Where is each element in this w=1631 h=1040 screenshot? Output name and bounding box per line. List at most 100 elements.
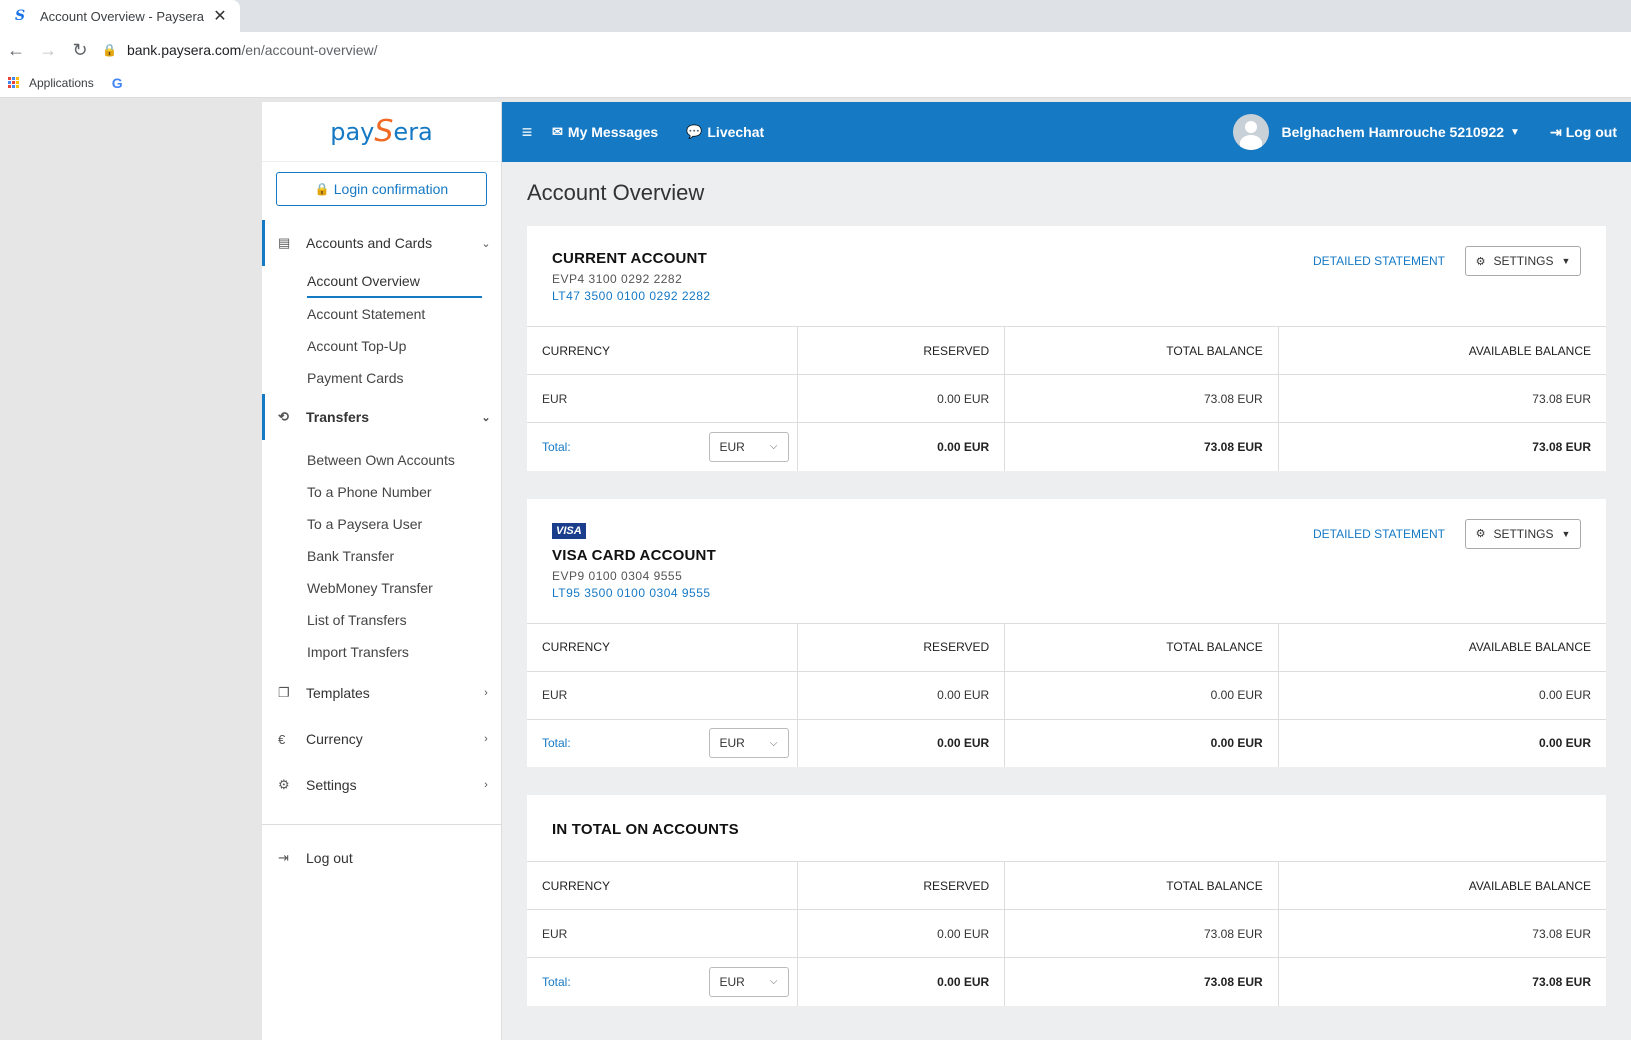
google-icon[interactable]: G xyxy=(111,74,123,91)
total-currency-select[interactable]: EUR ⌵ xyxy=(708,728,789,759)
cell-total-balance: 73.08 EUR xyxy=(1004,909,1279,958)
sidebar-item-payment-cards[interactable]: Payment Cards xyxy=(307,370,404,386)
browser-tabbar: S Account Overview - Paysera ✕ xyxy=(0,0,1631,32)
total-total-balance: 0.00 EUR xyxy=(1004,718,1279,767)
settings-dropdown-button[interactable]: ⚙ SETTINGS ▼ xyxy=(1465,518,1581,549)
account-iban[interactable]: LT47 3500 0100 0292 2282 xyxy=(552,289,711,303)
sidebar-item-to-paysera-user[interactable]: To a Paysera User xyxy=(307,516,423,532)
sidebar-item-between-own-accounts[interactable]: Between Own Accounts xyxy=(307,452,455,468)
sidebar-item-account-statement[interactable]: Account Statement xyxy=(307,306,426,322)
total-currency-value: EUR xyxy=(719,439,745,454)
in-total-title: IN TOTAL ON ACCOUNTS xyxy=(552,821,739,838)
sidebar-item-webmoney-transfer[interactable]: WebMoney Transfer xyxy=(307,580,433,596)
gear-icon: ⚙ xyxy=(1475,528,1486,540)
col-available-balance: AVAILABLE BALANCE xyxy=(1277,861,1606,910)
col-currency: CURRENCY xyxy=(527,326,797,375)
total-label: Total: xyxy=(542,736,571,751)
account-iban[interactable]: LT95 3500 0100 0304 9555 xyxy=(552,585,711,600)
forward-icon[interactable]: → xyxy=(39,39,57,60)
cell-total-balance: 0.00 EUR xyxy=(1004,670,1279,719)
sidebar-item-currency-label: Currency xyxy=(306,731,363,747)
total-total-balance: 73.08 EUR xyxy=(1004,422,1279,471)
visa-logo-icon: VISA xyxy=(552,522,586,539)
logout-icon: ⇥ xyxy=(1549,123,1562,140)
sidebar-item-import-transfers[interactable]: Import Transfers xyxy=(307,644,409,660)
my-messages-label: My Messages xyxy=(567,124,659,140)
sidebar-item-account-overview[interactable]: Account Overview xyxy=(307,266,482,298)
col-reserved: RESERVED xyxy=(796,622,1005,671)
logo-text-era: era xyxy=(393,117,433,146)
total-currency-select[interactable]: EUR ⌵ xyxy=(708,966,789,997)
avatar[interactable] xyxy=(1233,114,1270,150)
sidebar-group-transfers[interactable]: ⟲ Transfers ⌄ xyxy=(262,394,501,440)
total-label: Total: xyxy=(542,974,571,989)
close-tab-icon[interactable]: ✕ xyxy=(213,8,227,25)
chevron-right-icon: › xyxy=(484,779,488,791)
sidebar-group-transfers-label: Transfers xyxy=(306,409,370,425)
col-total-balance: TOTAL BALANCE xyxy=(1004,326,1279,375)
bookmark-applications[interactable]: Applications xyxy=(29,75,94,90)
top-logout-link[interactable]: ⇥ Log out xyxy=(1550,124,1617,141)
back-icon[interactable]: ← xyxy=(7,39,25,60)
table-row: EUR 0.00 EUR 0.00 EUR 0.00 EUR xyxy=(527,670,1606,719)
user-menu[interactable]: Belghachem Hamrouche 5210922 ▼ xyxy=(1281,124,1519,140)
logo-text-pay: pay xyxy=(330,117,375,146)
livechat-label: Livechat xyxy=(707,124,765,140)
total-currency-select[interactable]: EUR ⌵ xyxy=(708,431,789,462)
sidebar-item-list-of-transfers[interactable]: List of Transfers xyxy=(307,612,407,628)
cell-currency: EUR xyxy=(527,374,797,423)
col-available-balance: AVAILABLE BALANCE xyxy=(1277,326,1606,375)
balance-table: CURRENCY RESERVED TOTAL BALANCE AVAILABL… xyxy=(527,861,1606,1006)
sidebar-item-settings[interactable]: ⚙ Settings › xyxy=(262,762,501,808)
bookmarks-bar: Applications G xyxy=(0,68,1631,98)
sidebar-divider xyxy=(262,824,501,825)
balance-table: CURRENCY RESERVED TOTAL BALANCE AVAILABL… xyxy=(527,622,1606,767)
address-bar: ← → ↻ 🔒 bank.paysera.com/en/account-over… xyxy=(0,32,1631,68)
detailed-statement-link[interactable]: DETAILED STATEMENT xyxy=(1312,254,1445,268)
table-header-row: CURRENCY RESERVED TOTAL BALANCE AVAILABL… xyxy=(527,326,1606,375)
chat-icon: 💬 xyxy=(686,124,703,139)
sidebar-item-to-phone-number[interactable]: To a Phone Number xyxy=(307,484,432,500)
cell-reserved: 0.00 EUR xyxy=(796,670,1005,719)
my-messages-link[interactable]: ✉ My Messages xyxy=(552,124,658,140)
caret-down-icon: ▼ xyxy=(1561,528,1571,539)
url-path: /en/account-overview/ xyxy=(241,42,378,58)
sidebar-item-bank-transfer[interactable]: Bank Transfer xyxy=(307,548,395,564)
account-name: CURRENT ACCOUNT xyxy=(552,250,707,267)
chevron-right-icon: › xyxy=(484,733,488,745)
total-label: Total: xyxy=(542,439,571,454)
col-currency: CURRENCY xyxy=(527,622,797,671)
refresh-icon: ⟲ xyxy=(278,409,289,424)
settings-dropdown-button[interactable]: ⚙ SETTINGS ▼ xyxy=(1465,246,1581,276)
total-currency-value: EUR xyxy=(719,974,745,989)
sidebar-group-accounts[interactable]: ▤ Accounts and Cards ⌄ xyxy=(262,220,501,266)
hamburger-menu-icon[interactable]: ≡ xyxy=(521,121,533,142)
url-input[interactable]: 🔒 bank.paysera.com/en/account-overview/ xyxy=(102,42,378,58)
detailed-statement-link[interactable]: DETAILED STATEMENT xyxy=(1312,526,1445,541)
url-host: bank.paysera.com xyxy=(126,42,242,58)
caret-down-icon: ▼ xyxy=(1561,256,1571,266)
lock-icon: 🔒 xyxy=(102,43,117,57)
table-header-row: CURRENCY RESERVED TOTAL BALANCE AVAILABL… xyxy=(527,861,1606,910)
sidebar-item-templates[interactable]: ❐ Templates › xyxy=(262,670,501,716)
browser-tab[interactable]: S Account Overview - Paysera ✕ xyxy=(0,0,240,32)
account-name: VISA CARD ACCOUNT xyxy=(552,546,716,564)
login-confirmation-label: Login confirmation xyxy=(333,181,449,197)
reload-icon[interactable]: ↻ xyxy=(72,39,88,60)
user-name: Belghachem Hamrouche 5210922 xyxy=(1281,124,1505,140)
login-confirmation-button[interactable]: 🔒 Login confirmation xyxy=(276,172,487,206)
apps-grid-icon[interactable] xyxy=(8,77,19,88)
chevron-down-icon: ⌵ xyxy=(769,441,778,453)
caret-down-icon: ▼ xyxy=(1510,126,1520,138)
total-currency-value: EUR xyxy=(719,736,745,751)
account-evp: EVP4 3100 0292 2282 xyxy=(552,272,683,286)
total-total-balance: 73.08 EUR xyxy=(1004,957,1279,1006)
sidebar-item-account-top-up[interactable]: Account Top-Up xyxy=(307,338,407,354)
gear-icon: ⚙ xyxy=(278,777,290,792)
sidebar-item-currency[interactable]: € Currency › xyxy=(262,716,501,762)
livechat-link[interactable]: 💬 Livechat xyxy=(686,124,764,140)
sidebar-item-logout[interactable]: ⇥ Log out xyxy=(262,835,501,881)
cell-available-balance: 73.08 EUR xyxy=(1277,374,1606,423)
